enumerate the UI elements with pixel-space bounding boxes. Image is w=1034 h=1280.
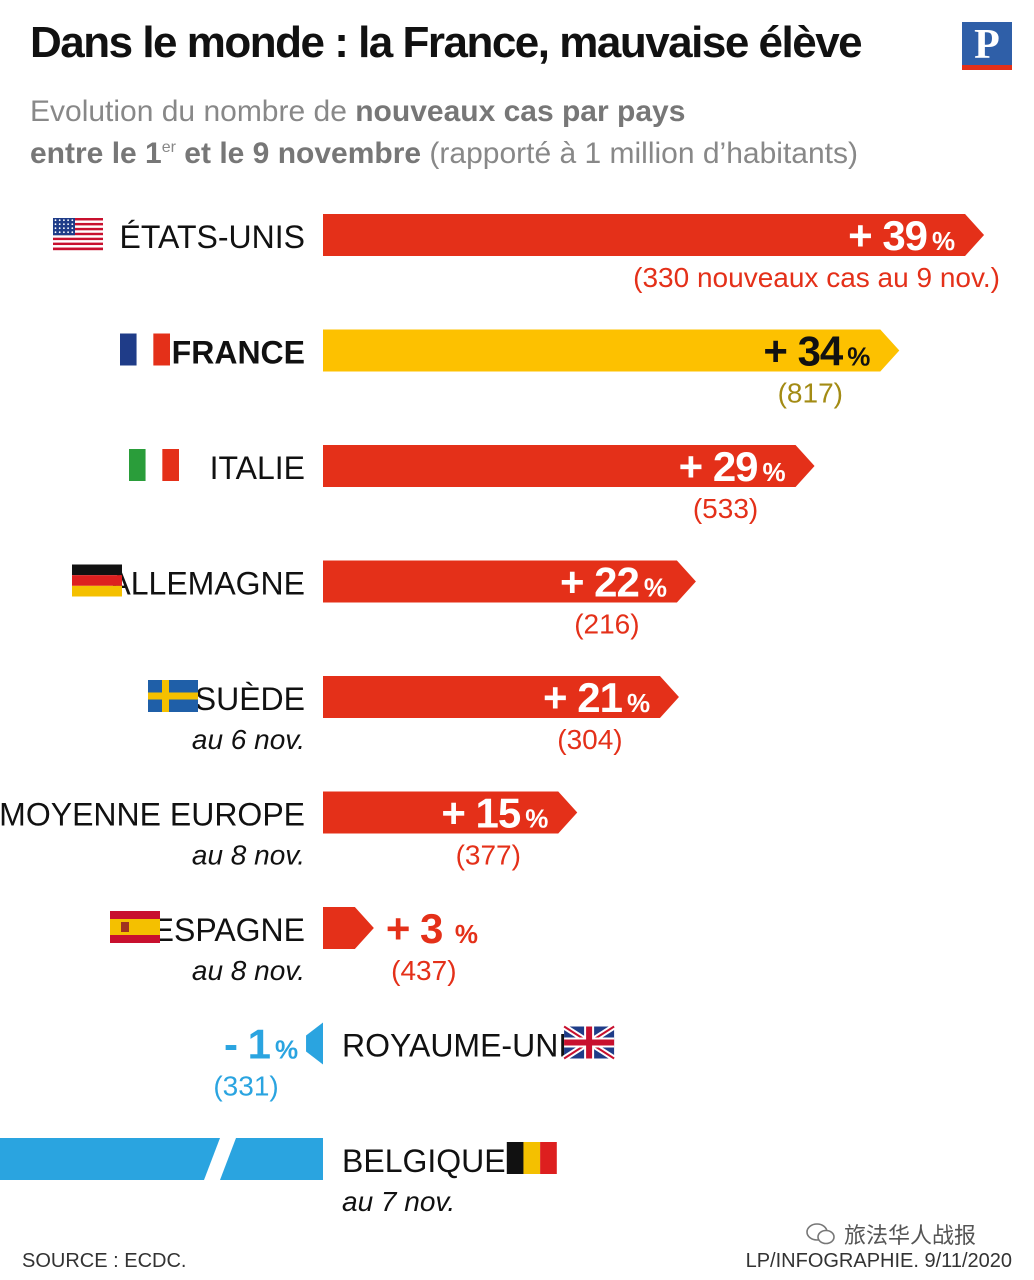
bar-moyenne-europe — [323, 791, 578, 834]
wechat-icon — [806, 1223, 835, 1245]
chart-title: Dans le monde : la France, mauvaise élèv… — [30, 18, 863, 67]
value-label-allemagne: + 22 — [560, 559, 639, 606]
country-label-italie: ITALIE — [210, 450, 305, 486]
bar--tats-unis — [323, 214, 985, 256]
country-label--tats-unis: ÉTATS-UNIS — [120, 219, 305, 255]
value-label-royaume-uni: - 1 — [224, 1021, 271, 1068]
cases-label-royaume-uni: (331) — [213, 1071, 278, 1102]
italy-flag — [129, 449, 179, 481]
value-label-moyenne-europe: + 15 — [441, 790, 521, 837]
cases-label--tats-unis: (330 nouveaux cas au 9 nov.) — [633, 262, 1000, 293]
value-label-france: + 34 — [763, 328, 844, 375]
belgium-flag — [506, 1142, 557, 1174]
country-note-belgique: au 7 nov. — [342, 1186, 455, 1217]
percent-sign-allemagne: % — [644, 573, 667, 603]
country-label-royaume-uni: ROYAUME-UNI — [342, 1028, 567, 1064]
bar-royaume-uni — [306, 1022, 323, 1065]
country-label-allemagne: ALLEMAGNE — [109, 566, 305, 602]
bar-france — [323, 329, 900, 372]
cases-label-moyenne-europe: (377) — [456, 840, 521, 871]
country-note-su-de: au 6 nov. — [192, 724, 305, 755]
cases-label-italie: (533) — [693, 493, 758, 524]
bar-belgique-segment-far — [0, 1138, 220, 1180]
wechat-watermark: 旅法华人战报 — [806, 1218, 976, 1250]
subtitle-text-1: Evolution du nombre de — [30, 95, 356, 128]
percent-sign--tats-unis: % — [932, 226, 955, 256]
bar-belgique-segment-near — [220, 1138, 323, 1180]
spain-flag — [110, 911, 160, 943]
value-label-su-de: + 21 — [543, 674, 623, 721]
value-label--tats-unis: + 39 — [848, 212, 927, 259]
subtitle-bold-1: nouveaux cas par pays — [355, 95, 686, 128]
bar-su-de — [323, 676, 679, 718]
percent-sign-royaume-uni: % — [275, 1035, 298, 1065]
uk-flag — [562, 1023, 616, 1062]
country-label-moyenne-europe: MOYENNE EUROPE — [0, 797, 305, 833]
cases-label-espagne: (437) — [391, 955, 456, 986]
subtitle-text-2: (rapporté à 1 million d’habitants) — [421, 137, 858, 170]
cases-label-su-de: (304) — [557, 724, 622, 755]
cases-label-allemagne: (216) — [574, 609, 639, 640]
sweden-flag — [148, 680, 198, 712]
value-label-italie: + 29 — [679, 443, 758, 490]
country-label-belgique: BELGIQUE — [342, 1143, 506, 1179]
percent-sign-moyenne-europe: % — [525, 804, 548, 834]
subtitle-bold-3: et le 9 novembre — [175, 137, 422, 170]
country-label-france: FRANCE — [172, 335, 305, 371]
us-flag — [53, 218, 103, 251]
source-note: SOURCE : ECDC. — [22, 1250, 187, 1272]
value-label-espagne: + 3 — [386, 905, 443, 952]
credit-note: LP/INFOGRAPHIE. 9/11/2020 — [745, 1250, 1012, 1272]
country-note-espagne: au 8 nov. — [192, 955, 305, 986]
country-label-espagne: ESPAGNE — [153, 912, 305, 948]
country-note-moyenne-europe: au 8 nov. — [192, 840, 305, 871]
bar-allemagne — [323, 560, 696, 603]
chart-subtitle: Evolution du nombre de nouveaux cas par … — [30, 94, 990, 172]
cases-label-france: (817) — [778, 378, 843, 409]
bar-espagne — [323, 907, 374, 949]
country-label-su-de: SUÈDE — [195, 681, 305, 717]
percent-sign-italie: % — [763, 457, 786, 487]
germany-flag — [72, 564, 122, 597]
percent-sign-espagne: % — [455, 919, 478, 949]
france-flag — [120, 333, 170, 366]
subtitle-bold-2: entre le 1 — [30, 137, 162, 170]
percent-sign-france: % — [847, 342, 870, 372]
le-parisien-logo: P — [962, 22, 1012, 70]
subtitle-sup: er — [161, 139, 176, 156]
bar-italie — [323, 445, 815, 487]
wechat-account-name: 旅法华人战报 — [844, 1223, 977, 1248]
percent-sign-su-de: % — [627, 688, 650, 718]
